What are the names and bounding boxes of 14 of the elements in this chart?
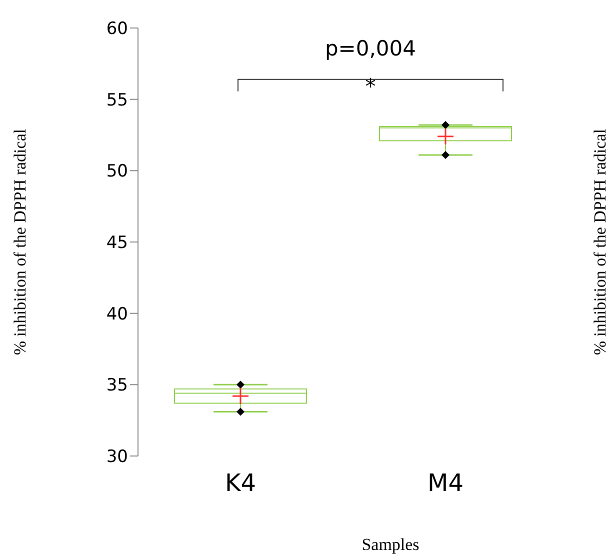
x-tick-label: M4	[428, 469, 464, 498]
y-tick-label: 30	[106, 447, 128, 468]
x-axis-title: Samples	[362, 535, 420, 554]
annotation: *	[365, 74, 376, 98]
text: % inhibition of the DPPH radical	[590, 128, 608, 356]
y-tick-label: 35	[106, 376, 128, 396]
y-tick-label: 55	[106, 90, 128, 110]
x-tick-label: K4	[224, 469, 256, 498]
y-axis-title: % inhibition of the DPPH radical	[10, 128, 30, 356]
y-tick-label: 60	[106, 19, 128, 40]
y-tick-label: 40	[106, 304, 128, 324]
y-tick-label: 45	[106, 233, 128, 254]
y-tick-label: 50	[106, 162, 128, 182]
annotation: p=0,004	[324, 36, 416, 60]
